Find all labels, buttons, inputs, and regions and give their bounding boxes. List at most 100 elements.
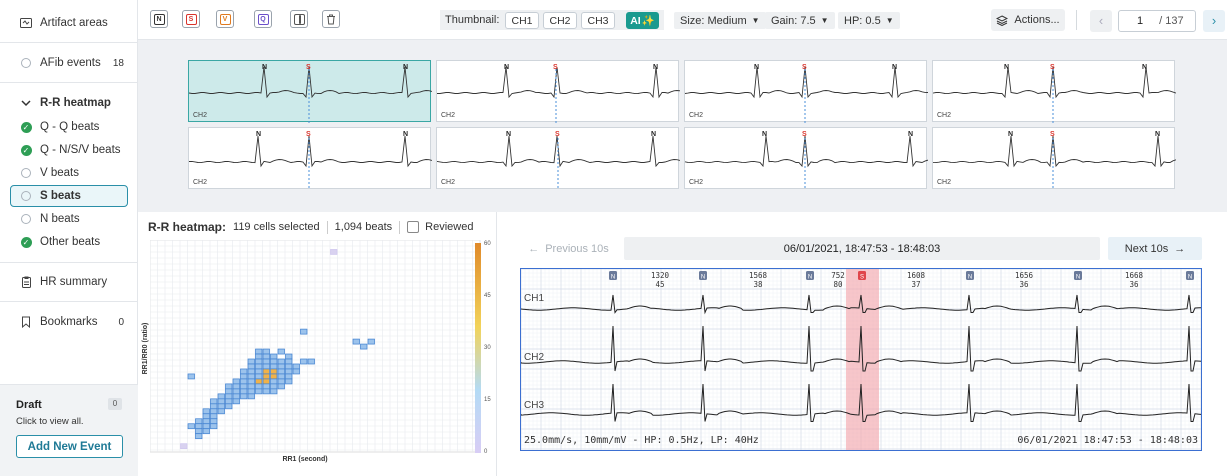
beat-marker-n[interactable] [1186,271,1194,280]
heatmap-cell[interactable] [270,388,278,395]
heatmap-cell[interactable] [277,363,285,370]
heatmap-cell[interactable] [210,423,218,430]
draft-panel[interactable]: Draft 0 Click to view all. Add New Event [0,384,138,476]
heatmap-cell[interactable] [330,249,338,255]
next-10s-button[interactable]: Next 10s → [1108,237,1202,260]
heatmap-cell[interactable] [217,408,225,415]
heatmap-cell[interactable] [202,428,210,435]
sidebar-item-other-beats[interactable]: ✓ Other beats [0,233,138,251]
heatmap-cell[interactable] [277,358,285,365]
hp-dropdown[interactable]: HP: 0.5 ▼ [838,12,900,29]
heatmap-cell[interactable] [210,398,218,405]
ecg-thumbnail[interactable]: N S N CH2 [932,127,1176,190]
heatmap-cell[interactable] [225,383,233,390]
heatmap-cell[interactable] [352,338,360,345]
heatmap-cell[interactable] [232,398,240,405]
page-input[interactable]: 1 [1137,15,1144,27]
heatmap-cell[interactable] [232,383,240,390]
heatmap-cell[interactable] [277,373,285,380]
sidebar-section-rr-heatmap[interactable]: R-R heatmap [0,94,138,112]
thumbnail-ch2-button[interactable]: CH2 [543,12,577,29]
heatmap-cell[interactable] [247,378,255,385]
heatmap-cell[interactable] [255,388,263,395]
heatmap-cell[interactable] [225,398,233,405]
heatmap-cell[interactable] [262,348,270,355]
heatmap-cell[interactable] [367,338,375,345]
thumbnail-ch3-button[interactable]: CH3 [581,12,615,29]
heatmap-cell[interactable] [277,378,285,385]
heatmap-cell[interactable] [300,328,308,335]
heatmap-cell[interactable] [210,413,218,420]
heatmap-cell[interactable] [240,373,248,380]
thumbnail-ch1-button[interactable]: CH1 [505,12,539,29]
sidebar-item-afib[interactable]: AFib events 18 [0,54,138,72]
ecg-thumbnail[interactable]: N S N CH2 [684,60,928,123]
heatmap-cell[interactable] [225,393,233,400]
heatmap-cell[interactable] [187,423,195,430]
heatmap-cell[interactable] [247,383,255,390]
heatmap-cell[interactable] [195,423,203,430]
heatmap-cell[interactable] [202,413,210,420]
add-new-event-button[interactable]: Add New Event [16,435,123,458]
ecg-thumbnail[interactable]: N S N CH2 [188,60,432,123]
previous-page-button[interactable]: ‹ [1090,10,1112,32]
heatmap-cell[interactable] [247,388,255,395]
heatmap-cell[interactable] [285,368,293,375]
heatmap-cell[interactable] [240,383,248,390]
sidebar-item-artifact-areas[interactable]: Artifact areas [0,14,138,32]
heatmap-cell[interactable] [262,388,270,395]
heatmap-cell[interactable] [270,358,278,365]
heatmap-cell[interactable] [255,378,263,385]
mark-q-button[interactable]: Q [254,10,272,28]
heatmap-cell[interactable] [247,363,255,370]
mark-n-button[interactable]: N [150,10,168,28]
mark-s-button[interactable]: S [182,10,200,28]
reviewed-checkbox[interactable] [407,221,420,233]
heatmap-cell[interactable] [262,363,270,370]
beat-marker-n[interactable] [609,271,617,280]
heatmap-cell[interactable] [210,408,218,415]
heatmap-cell[interactable] [217,393,225,400]
heatmap-cell[interactable] [217,398,225,405]
sidebar-item-n-beats[interactable]: N beats [0,210,138,228]
split-view-button[interactable] [290,10,308,28]
heatmap-cell[interactable] [232,378,240,385]
sidebar-item-q-q-beats[interactable]: ✓ Q - Q beats [0,118,138,136]
heatmap-cell[interactable] [240,368,248,375]
heatmap-cell[interactable] [262,358,270,365]
sidebar-item-q-nsv-beats[interactable]: ✓ Q - N/S/V beats [0,141,138,159]
heatmap-cell[interactable] [240,388,248,395]
heatmap-cell[interactable] [285,363,293,370]
heatmap-cell[interactable] [300,358,308,365]
heatmap-cell[interactable] [202,418,210,425]
heatmap-cell[interactable] [262,373,270,380]
heatmap-cell[interactable] [270,373,278,380]
heatmap-cell[interactable] [240,393,248,400]
beat-marker-n[interactable] [966,271,974,280]
heatmap-cell[interactable] [255,373,263,380]
heatmap-cell[interactable] [277,348,285,355]
heatmap-cell[interactable] [270,363,278,370]
heatmap-cell[interactable] [247,393,255,400]
heatmap-cell[interactable] [292,363,300,370]
heatmap-cell[interactable] [307,358,315,365]
ecg-thumbnail[interactable]: N S N CH2 [436,60,680,123]
sidebar-item-bookmarks[interactable]: Bookmarks 0 [0,313,138,331]
heatmap-cell[interactable] [255,383,263,390]
heatmap-cell[interactable] [225,403,233,410]
heatmap-cell[interactable] [247,368,255,375]
heatmap-cell[interactable] [255,348,263,355]
size-dropdown[interactable]: Size: Medium ▼ [674,12,766,29]
ecg-thumbnail[interactable]: N S N CH2 [932,60,1176,123]
heatmap-cell[interactable] [270,368,278,375]
heatmap-plot[interactable]: 60 45 30 15 0 RR1 (second) [150,240,495,470]
heatmap-cell[interactable] [255,363,263,370]
heatmap-cell[interactable] [187,373,195,380]
heatmap-cell[interactable] [262,368,270,375]
heatmap-cell[interactable] [285,378,293,385]
mark-v-button[interactable]: V [216,10,234,28]
heatmap-cell[interactable] [217,403,225,410]
heatmap-cell[interactable] [255,358,263,365]
heatmap-cell[interactable] [247,373,255,380]
sidebar-item-s-beats[interactable]: S beats [10,185,128,207]
